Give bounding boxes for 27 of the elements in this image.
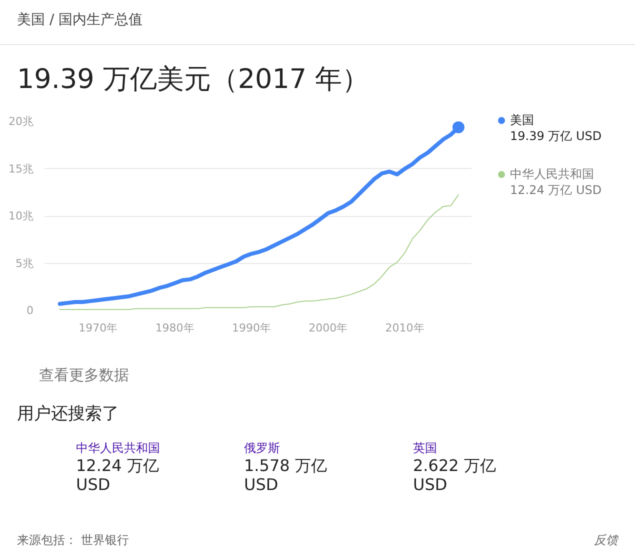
legend-label: 美国	[510, 113, 534, 127]
text: 12.24 万亿 USD	[76, 456, 160, 494]
x-tick-label: 1990年	[232, 322, 271, 334]
chart-title: 19.39 万亿美元（2017 年）	[17, 63, 370, 97]
text: 19.39 万亿 USD	[509, 129, 602, 143]
text: 俄罗斯	[244, 440, 281, 456]
line-series	[59, 194, 459, 310]
text: 中华人民共和国	[76, 440, 160, 456]
legend-label: 中华人民共和国	[510, 167, 594, 181]
text: 2.622 万亿 USD	[413, 456, 496, 494]
x-tick-label: 2000年	[308, 322, 348, 334]
text: 来源包括： 世界银行	[17, 532, 129, 549]
y-tick-label: 0	[26, 304, 34, 317]
y-tick-label: 15兆	[8, 162, 34, 176]
text: 反馈	[594, 532, 618, 549]
y-tick-label: 5兆	[16, 256, 34, 270]
x-tick-label: 2010年	[385, 322, 424, 334]
text: 1.578 万亿 USD	[244, 456, 327, 494]
y-tick-label: 20兆	[8, 115, 34, 128]
chart-subtitle: 美国 / 国内生产总值	[17, 11, 143, 30]
text: 查看更多数据	[39, 365, 129, 386]
x-tick-label: 1980年	[155, 322, 194, 334]
x-tick-label: 1970年	[78, 322, 118, 334]
y-tick-label: 10兆	[8, 210, 34, 222]
text: 英国	[413, 440, 438, 456]
text: 用户还搜索了	[17, 403, 119, 426]
text: 12.24 万亿 USD	[509, 183, 602, 197]
